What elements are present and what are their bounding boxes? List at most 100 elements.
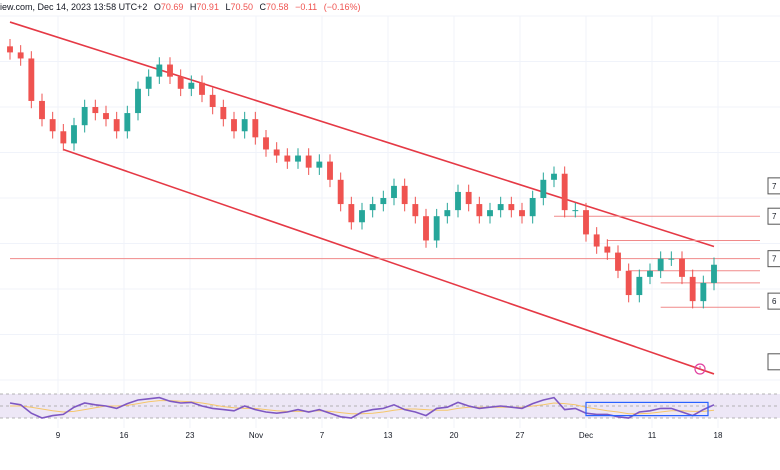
candle-body <box>60 131 67 144</box>
channel-upper-line <box>9 21 715 248</box>
alarm-icon[interactable] <box>694 363 706 375</box>
candle <box>465 184 472 212</box>
candle <box>273 142 280 163</box>
candle-body <box>263 137 269 150</box>
x-tick-label: 27 <box>516 431 525 440</box>
candle-body <box>103 113 109 120</box>
candle-body <box>359 210 365 223</box>
candle <box>231 111 237 139</box>
candle <box>476 196 483 224</box>
candle-body <box>199 82 205 95</box>
candle <box>625 263 632 303</box>
channel-lower-line <box>63 148 715 375</box>
candle <box>647 263 653 285</box>
candles <box>7 39 717 309</box>
candle <box>113 111 120 139</box>
candle <box>561 166 568 218</box>
candle <box>209 87 216 115</box>
trend-channel <box>9 21 715 375</box>
candle-body <box>647 270 653 277</box>
candle <box>711 257 717 291</box>
low-label: L <box>225 2 231 12</box>
candle-body <box>39 100 45 120</box>
candle <box>572 202 579 218</box>
candle-body <box>412 204 419 217</box>
candle-body <box>135 88 141 114</box>
x-tick-label: Nov <box>249 431 263 440</box>
candle <box>327 154 333 188</box>
candle-body <box>124 113 131 132</box>
x-tick-label: Dec <box>579 431 593 440</box>
change-value: −0.11 <box>295 2 318 12</box>
chart-source: iew.com, Dec 14, 2023 13:58 UTC+2 <box>0 2 148 12</box>
high-value: 70.91 <box>196 2 219 12</box>
candle-body <box>391 185 397 198</box>
candle-body <box>433 216 440 241</box>
candle <box>252 111 259 145</box>
close-value: 70.58 <box>266 2 289 12</box>
candle-body <box>145 76 152 89</box>
candle <box>593 227 600 254</box>
candle-body <box>551 173 557 180</box>
candle-body <box>220 107 227 120</box>
candle <box>284 148 291 169</box>
candle <box>412 196 419 224</box>
x-tick-label: 9 <box>56 431 61 440</box>
candle <box>668 251 675 266</box>
candle-body <box>188 82 195 89</box>
candle-body <box>81 107 88 126</box>
candle <box>433 208 440 248</box>
candle <box>92 99 99 121</box>
candle <box>188 75 195 97</box>
change-percent: (−0.16%) <box>323 2 361 12</box>
candle <box>156 57 163 84</box>
candle-body <box>327 161 333 180</box>
candle-body <box>668 258 675 260</box>
price-label-box <box>767 250 780 268</box>
open-label: O <box>153 2 161 12</box>
candle <box>49 111 56 139</box>
candle-body <box>465 191 472 205</box>
x-tick-label: 11 <box>648 431 657 440</box>
price-label-box <box>767 177 780 195</box>
price-label: 7 <box>767 250 780 268</box>
candle-body <box>455 191 461 211</box>
price-label-text: 6 <box>772 297 777 306</box>
candle-body <box>423 216 429 241</box>
candle-body <box>487 210 493 217</box>
rsi-ma-line <box>10 400 715 415</box>
low-value: 70.50 <box>230 2 254 12</box>
candle <box>508 196 515 218</box>
candle-body <box>583 210 589 235</box>
x-axis: 9 16 23 Nov 7 13 20 27 Dec 11 18 <box>56 431 723 440</box>
ohlc-info-bar: iew.com, Dec 14, 2023 13:58 UTC+2 O70.69… <box>0 2 360 12</box>
x-tick-label: 23 <box>186 431 195 440</box>
open-value: 70.69 <box>160 2 184 12</box>
candle-body <box>561 173 568 211</box>
grid-lines <box>0 15 780 428</box>
candle-body <box>28 58 35 101</box>
candle-body <box>444 210 451 217</box>
rsi-pane <box>0 393 780 419</box>
candle <box>455 184 461 218</box>
candle <box>295 148 301 169</box>
candle-body <box>625 270 632 296</box>
candle <box>380 190 387 212</box>
candle-body <box>295 155 301 162</box>
candle-body <box>241 119 248 132</box>
price-label-box <box>767 353 780 371</box>
candle-body <box>316 161 323 168</box>
price-label <box>767 353 780 371</box>
candle-body <box>711 264 717 283</box>
price-label-text: 7 <box>772 255 777 264</box>
candle-body <box>231 119 237 132</box>
price-label: 6 <box>767 292 780 310</box>
price-label-text: 7 <box>772 182 777 191</box>
candle <box>519 202 525 224</box>
x-tick-label: 18 <box>714 431 723 440</box>
candle <box>657 251 664 279</box>
candle <box>17 45 24 66</box>
alarm-icon-circle <box>694 363 706 375</box>
